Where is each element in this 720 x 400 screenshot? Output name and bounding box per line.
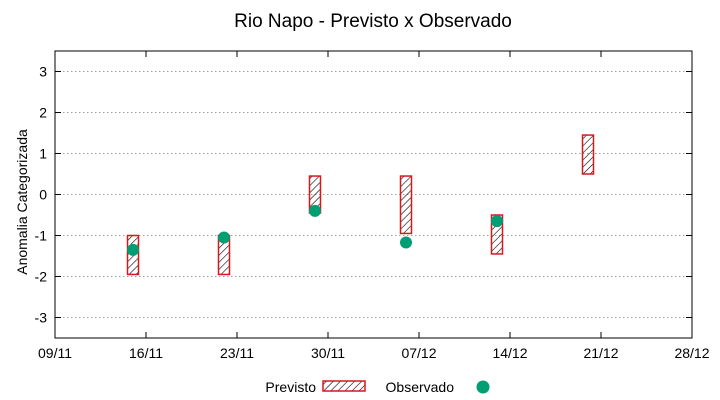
y-tick-label: -1 xyxy=(35,228,48,244)
y-tick-label: 0 xyxy=(39,187,47,203)
observado-point xyxy=(491,215,503,228)
grid-lines xyxy=(55,71,692,318)
y-tick-label: 3 xyxy=(39,64,47,80)
legend-swatch-previsto xyxy=(322,380,366,392)
data-series xyxy=(126,134,595,276)
tick-labels: -3 -2 -1 0 1 2 3 09/11 16/11 23/11 30/11 07/12 14/12… xyxy=(35,64,710,362)
y-tick-label: -2 xyxy=(35,269,48,285)
x-tick-label: 30/11 xyxy=(311,345,345,361)
previsto-range-bar xyxy=(490,214,504,255)
observado-point xyxy=(218,231,230,244)
y-tick-label: 1 xyxy=(39,146,47,162)
observado-point xyxy=(127,243,139,256)
y-tick-label: -3 xyxy=(35,310,48,326)
x-tick-label: 28/12 xyxy=(674,345,709,361)
y-axis-label: Anomalia Categorizada xyxy=(14,129,30,275)
x-tick-label: 09/11 xyxy=(38,345,72,361)
x-tick-label: 21/12 xyxy=(583,345,618,361)
legend: Previsto Observado xyxy=(265,379,490,395)
legend-label-observado: Observado xyxy=(386,379,455,395)
previsto-range-bar xyxy=(581,134,595,175)
x-tick-label: 16/11 xyxy=(129,345,163,361)
axis-ticks xyxy=(54,51,693,338)
observado-point xyxy=(400,236,412,249)
x-tick-label: 07/12 xyxy=(401,345,436,361)
previsto-range-bar xyxy=(399,175,413,235)
x-tick-label: 14/12 xyxy=(492,345,527,361)
legend-swatch-observado xyxy=(476,380,490,394)
observado-point xyxy=(309,204,321,217)
x-tick-label: 23/11 xyxy=(220,345,254,361)
chart-title: Rio Napo - Previsto x Observado xyxy=(234,11,512,32)
y-tick-label: 2 xyxy=(39,105,47,121)
legend-label-previsto: Previsto xyxy=(265,379,316,395)
